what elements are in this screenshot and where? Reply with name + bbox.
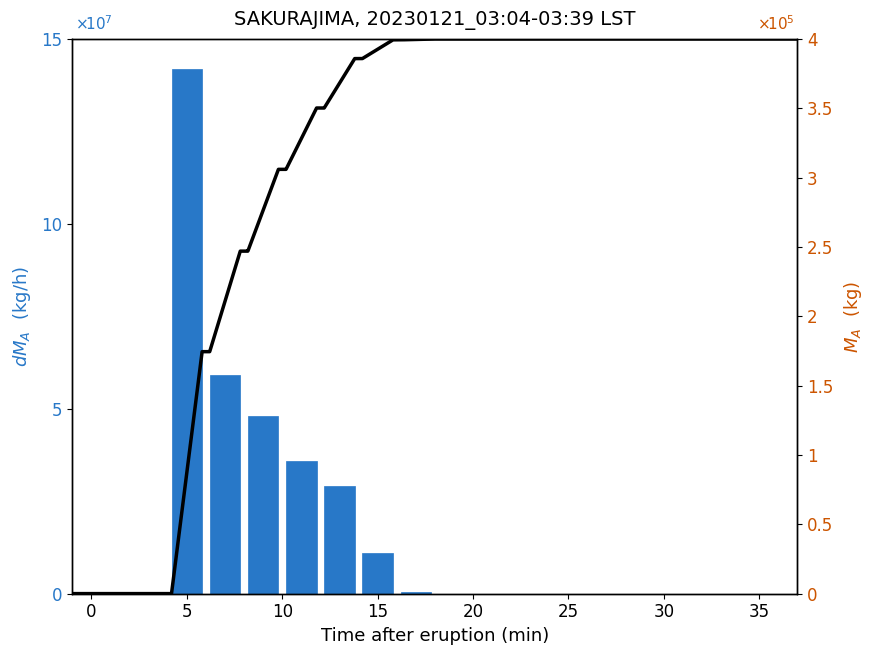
Bar <box>401 592 431 594</box>
Bar <box>362 553 393 594</box>
Bar <box>286 461 317 594</box>
Y-axis label: $dM_A$  (kg/h): $dM_A$ (kg/h) <box>11 266 33 367</box>
X-axis label: Time after eruption (min): Time after eruption (min) <box>321 627 549 645</box>
Title: SAKURAJIMA, 20230121_03:04-03:39 LST: SAKURAJIMA, 20230121_03:04-03:39 LST <box>234 11 635 30</box>
Bar <box>172 69 202 594</box>
Text: $\times\!10^5$: $\times\!10^5$ <box>757 14 794 33</box>
Y-axis label: $M_A$  (kg): $M_A$ (kg) <box>842 280 864 352</box>
Text: $\times\!10^7$: $\times\!10^7$ <box>75 14 113 33</box>
Bar <box>248 416 278 594</box>
Bar <box>325 486 354 594</box>
Bar <box>210 375 241 594</box>
